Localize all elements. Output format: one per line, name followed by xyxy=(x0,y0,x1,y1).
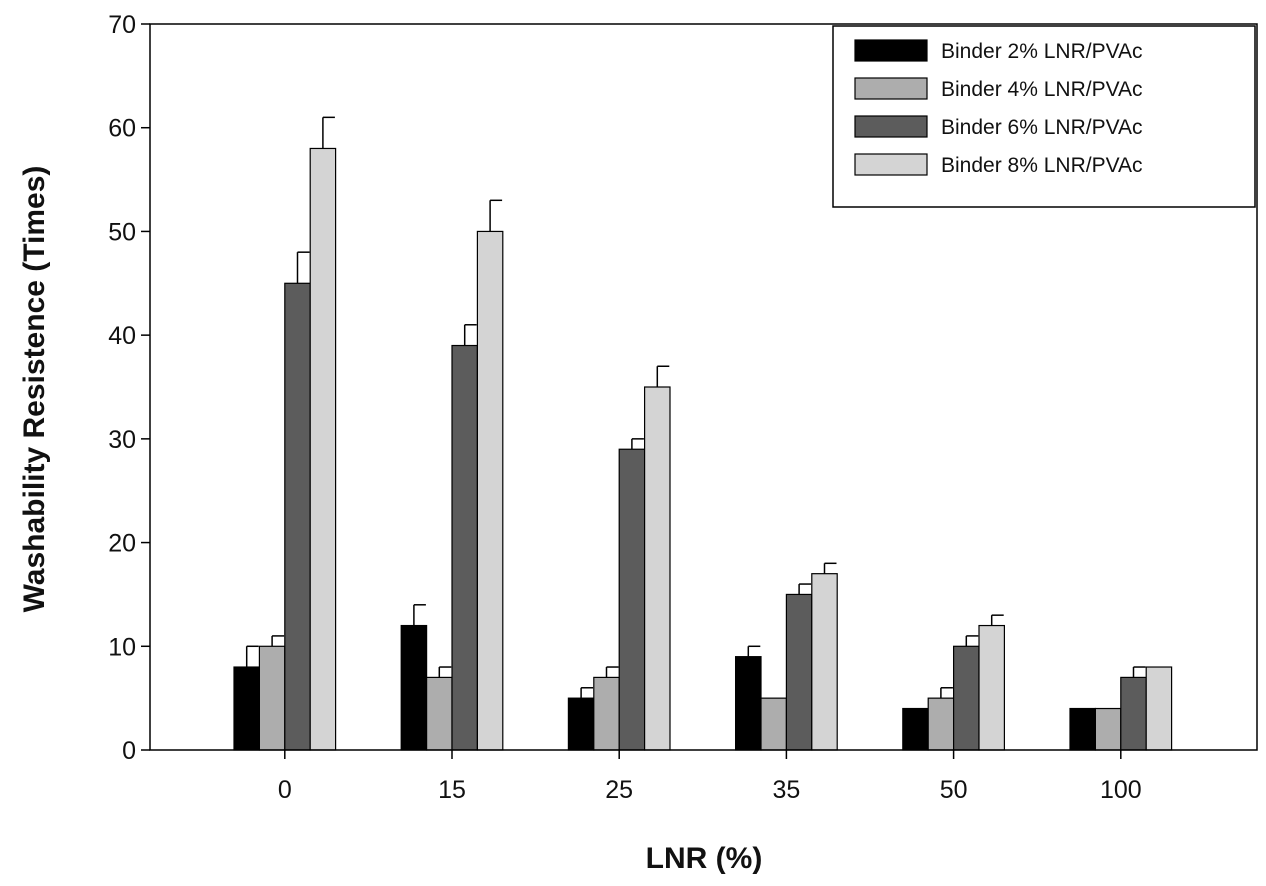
bar-s3-50 xyxy=(952,645,980,751)
bars-layer xyxy=(233,116,1173,751)
bar-s3-15 xyxy=(451,344,478,751)
x-tick-label-50: 50 xyxy=(940,776,968,804)
bar-s2-50 xyxy=(927,697,955,751)
x-tick-label-15: 15 xyxy=(438,776,466,804)
legend-swatch-1 xyxy=(854,39,928,62)
bar-s4-50 xyxy=(978,624,1005,751)
legend: Binder 2% LNR/PVAc Binder 4% LNR/PVAc Bind… xyxy=(832,25,1256,208)
bar-s1-35 xyxy=(734,656,762,751)
y-axis-title: Washability Resistence (Times) xyxy=(18,166,51,613)
bar-s2-35 xyxy=(760,697,787,751)
bar-s4-0 xyxy=(309,147,337,751)
x-axis-title: LNR (%) xyxy=(646,842,763,875)
y-tick-label-60: 60 xyxy=(108,115,136,143)
x-tick-label-0: 0 xyxy=(278,776,292,804)
bar-s2-100 xyxy=(1094,707,1122,751)
x-tick-label-25: 25 xyxy=(605,776,633,804)
legend-swatch-4 xyxy=(854,153,928,176)
x-tick-label-35: 35 xyxy=(772,776,800,804)
legend-swatch-3 xyxy=(854,115,928,138)
y-tick-label-0: 0 xyxy=(122,737,136,765)
bar-s3-25 xyxy=(618,448,646,751)
y-tick-label-70: 70 xyxy=(108,11,136,39)
legend-label-3: Binder 6% LNR/PVAc xyxy=(941,116,1143,139)
bar-s2-0 xyxy=(258,645,286,751)
y-tick-label-10: 10 xyxy=(108,633,136,661)
bar-s1-25 xyxy=(567,697,595,751)
plot-frame xyxy=(149,23,1258,751)
bar-s1-15 xyxy=(400,624,428,751)
y-tick-label-20: 20 xyxy=(108,530,136,558)
bar-s1-0 xyxy=(233,666,260,751)
bar-s3-100 xyxy=(1120,676,1147,751)
legend-label-4: Binder 8% LNR/PVAc xyxy=(941,154,1143,177)
bar-s1-50 xyxy=(902,707,929,751)
bar-s2-25 xyxy=(593,676,620,751)
bar-s4-35 xyxy=(811,573,838,751)
x-tick-label-100: 100 xyxy=(1100,776,1142,804)
bar-s3-35 xyxy=(785,593,813,751)
bar-s2-15 xyxy=(426,676,453,751)
legend-swatch-2 xyxy=(854,77,928,100)
bar-s4-25 xyxy=(643,386,671,751)
y-tick-label-30: 30 xyxy=(108,426,136,454)
y-tick-label-40: 40 xyxy=(108,322,136,350)
bar-s1-100 xyxy=(1069,707,1096,751)
legend-label-1: Binder 2% LNR/PVAc xyxy=(941,40,1143,63)
axes-layer: 0 10 20 30 40 50 60 70 0 15 25 35 50 100 xyxy=(108,11,1258,804)
bar-s3-0 xyxy=(284,282,311,751)
bar-s4-100 xyxy=(1145,666,1173,751)
bar-s4-15 xyxy=(476,230,504,751)
y-tick-label-50: 50 xyxy=(108,218,136,246)
legend-label-2: Binder 4% LNR/PVAc xyxy=(941,78,1143,101)
